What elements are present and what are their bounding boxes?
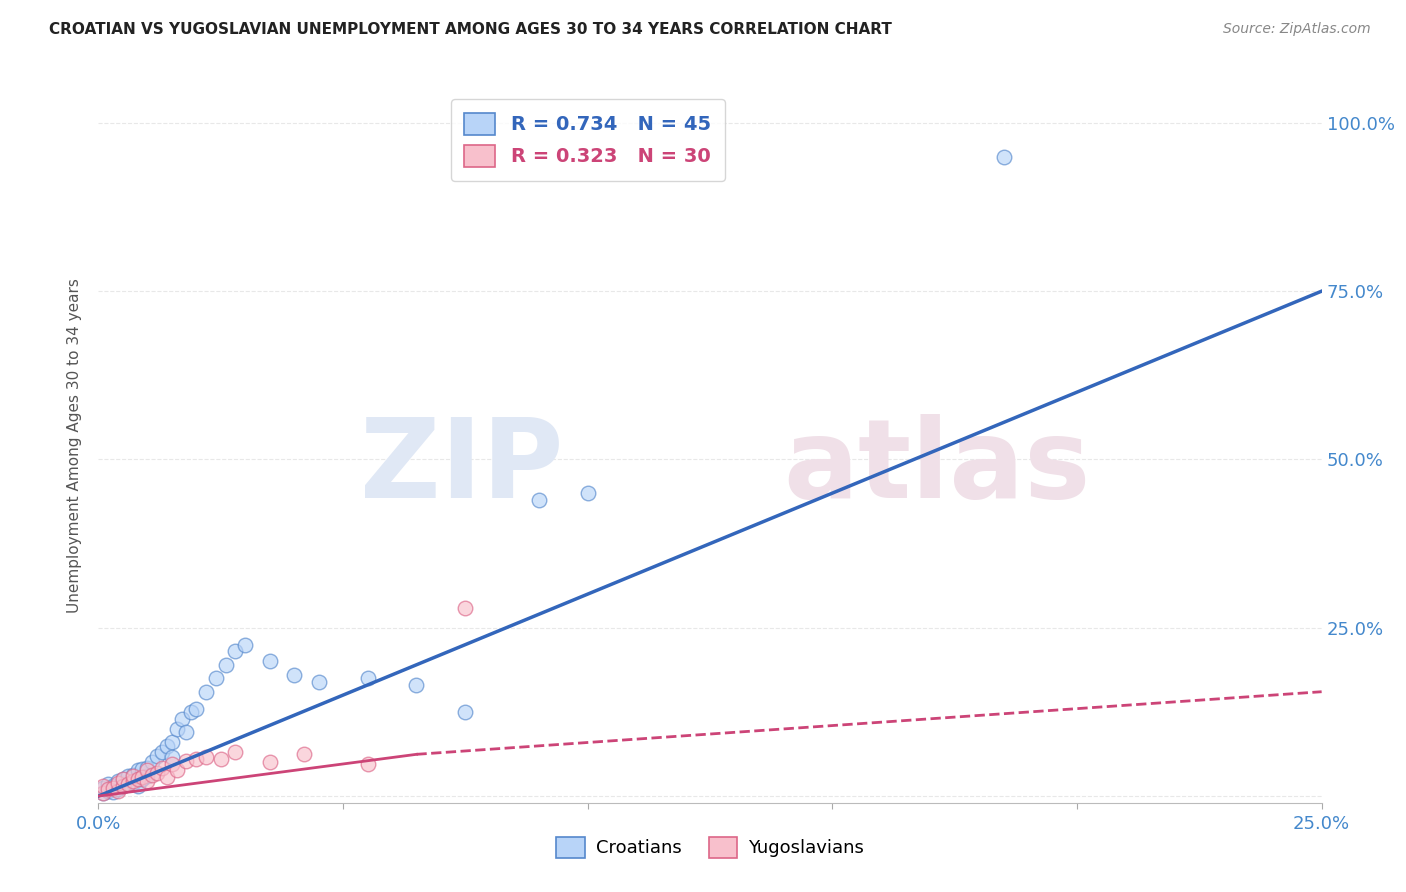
Point — [195, 684, 218, 698]
Point — [205, 671, 228, 685]
Point — [186, 701, 208, 715]
Point — [107, 774, 129, 789]
Point — [131, 770, 153, 784]
Point — [405, 678, 427, 692]
Point — [97, 782, 120, 797]
Point — [111, 779, 134, 793]
Point — [454, 600, 477, 615]
Point — [576, 486, 599, 500]
Point — [141, 767, 163, 781]
Point — [136, 764, 159, 778]
Point — [146, 748, 169, 763]
Point — [170, 712, 193, 726]
Point — [111, 779, 134, 793]
Point — [292, 747, 315, 762]
Point — [91, 780, 114, 795]
Y-axis label: Unemployment Among Ages 30 to 34 years: Unemployment Among Ages 30 to 34 years — [67, 278, 83, 614]
Point — [121, 774, 143, 789]
Text: Source: ZipAtlas.com: Source: ZipAtlas.com — [1223, 22, 1371, 37]
Point — [91, 779, 114, 793]
Point — [121, 775, 143, 789]
Point — [136, 761, 159, 775]
Point — [527, 492, 550, 507]
Point — [91, 786, 114, 800]
Point — [180, 705, 202, 719]
Point — [141, 756, 163, 770]
Point — [107, 782, 129, 797]
Point — [101, 780, 124, 795]
Point — [195, 750, 218, 764]
Point — [111, 772, 134, 787]
Point — [993, 149, 1015, 163]
Point — [91, 786, 114, 800]
Point — [150, 761, 173, 775]
Point — [156, 739, 179, 753]
Point — [166, 764, 188, 778]
Point — [224, 644, 246, 658]
Point — [97, 777, 120, 791]
Point — [127, 764, 149, 778]
Point — [160, 756, 183, 771]
Point — [160, 735, 183, 749]
Point — [156, 770, 179, 784]
Point — [111, 772, 134, 787]
Point — [136, 774, 159, 789]
Point — [454, 705, 477, 719]
Point — [97, 783, 120, 797]
Point — [117, 769, 139, 783]
Point — [224, 745, 246, 759]
Point — [166, 722, 188, 736]
Point — [101, 779, 124, 793]
Point — [283, 668, 305, 682]
Point — [146, 765, 169, 780]
Point — [259, 655, 281, 669]
Point — [176, 725, 198, 739]
Point — [107, 775, 129, 789]
Point — [107, 783, 129, 797]
Point — [186, 752, 208, 766]
Point — [308, 674, 330, 689]
Point — [131, 772, 153, 787]
Point — [160, 750, 183, 764]
Point — [121, 767, 143, 781]
Point — [356, 756, 378, 771]
Text: atlas: atlas — [783, 414, 1091, 521]
Legend: Croatians, Yugoslavians: Croatians, Yugoslavians — [548, 830, 872, 865]
Point — [117, 777, 139, 791]
Point — [214, 657, 236, 672]
Point — [127, 772, 149, 787]
Point — [233, 638, 256, 652]
Point — [259, 756, 281, 770]
Point — [209, 752, 232, 766]
Point — [150, 745, 173, 759]
Point — [356, 671, 378, 685]
Point — [101, 785, 124, 799]
Text: ZIP: ZIP — [360, 414, 564, 521]
Point — [176, 754, 198, 768]
Point — [121, 769, 143, 783]
Point — [131, 762, 153, 776]
Text: CROATIAN VS YUGOSLAVIAN UNEMPLOYMENT AMONG AGES 30 TO 34 YEARS CORRELATION CHART: CROATIAN VS YUGOSLAVIAN UNEMPLOYMENT AMO… — [49, 22, 891, 37]
Point — [117, 777, 139, 791]
Point — [136, 769, 159, 783]
Point — [127, 779, 149, 793]
